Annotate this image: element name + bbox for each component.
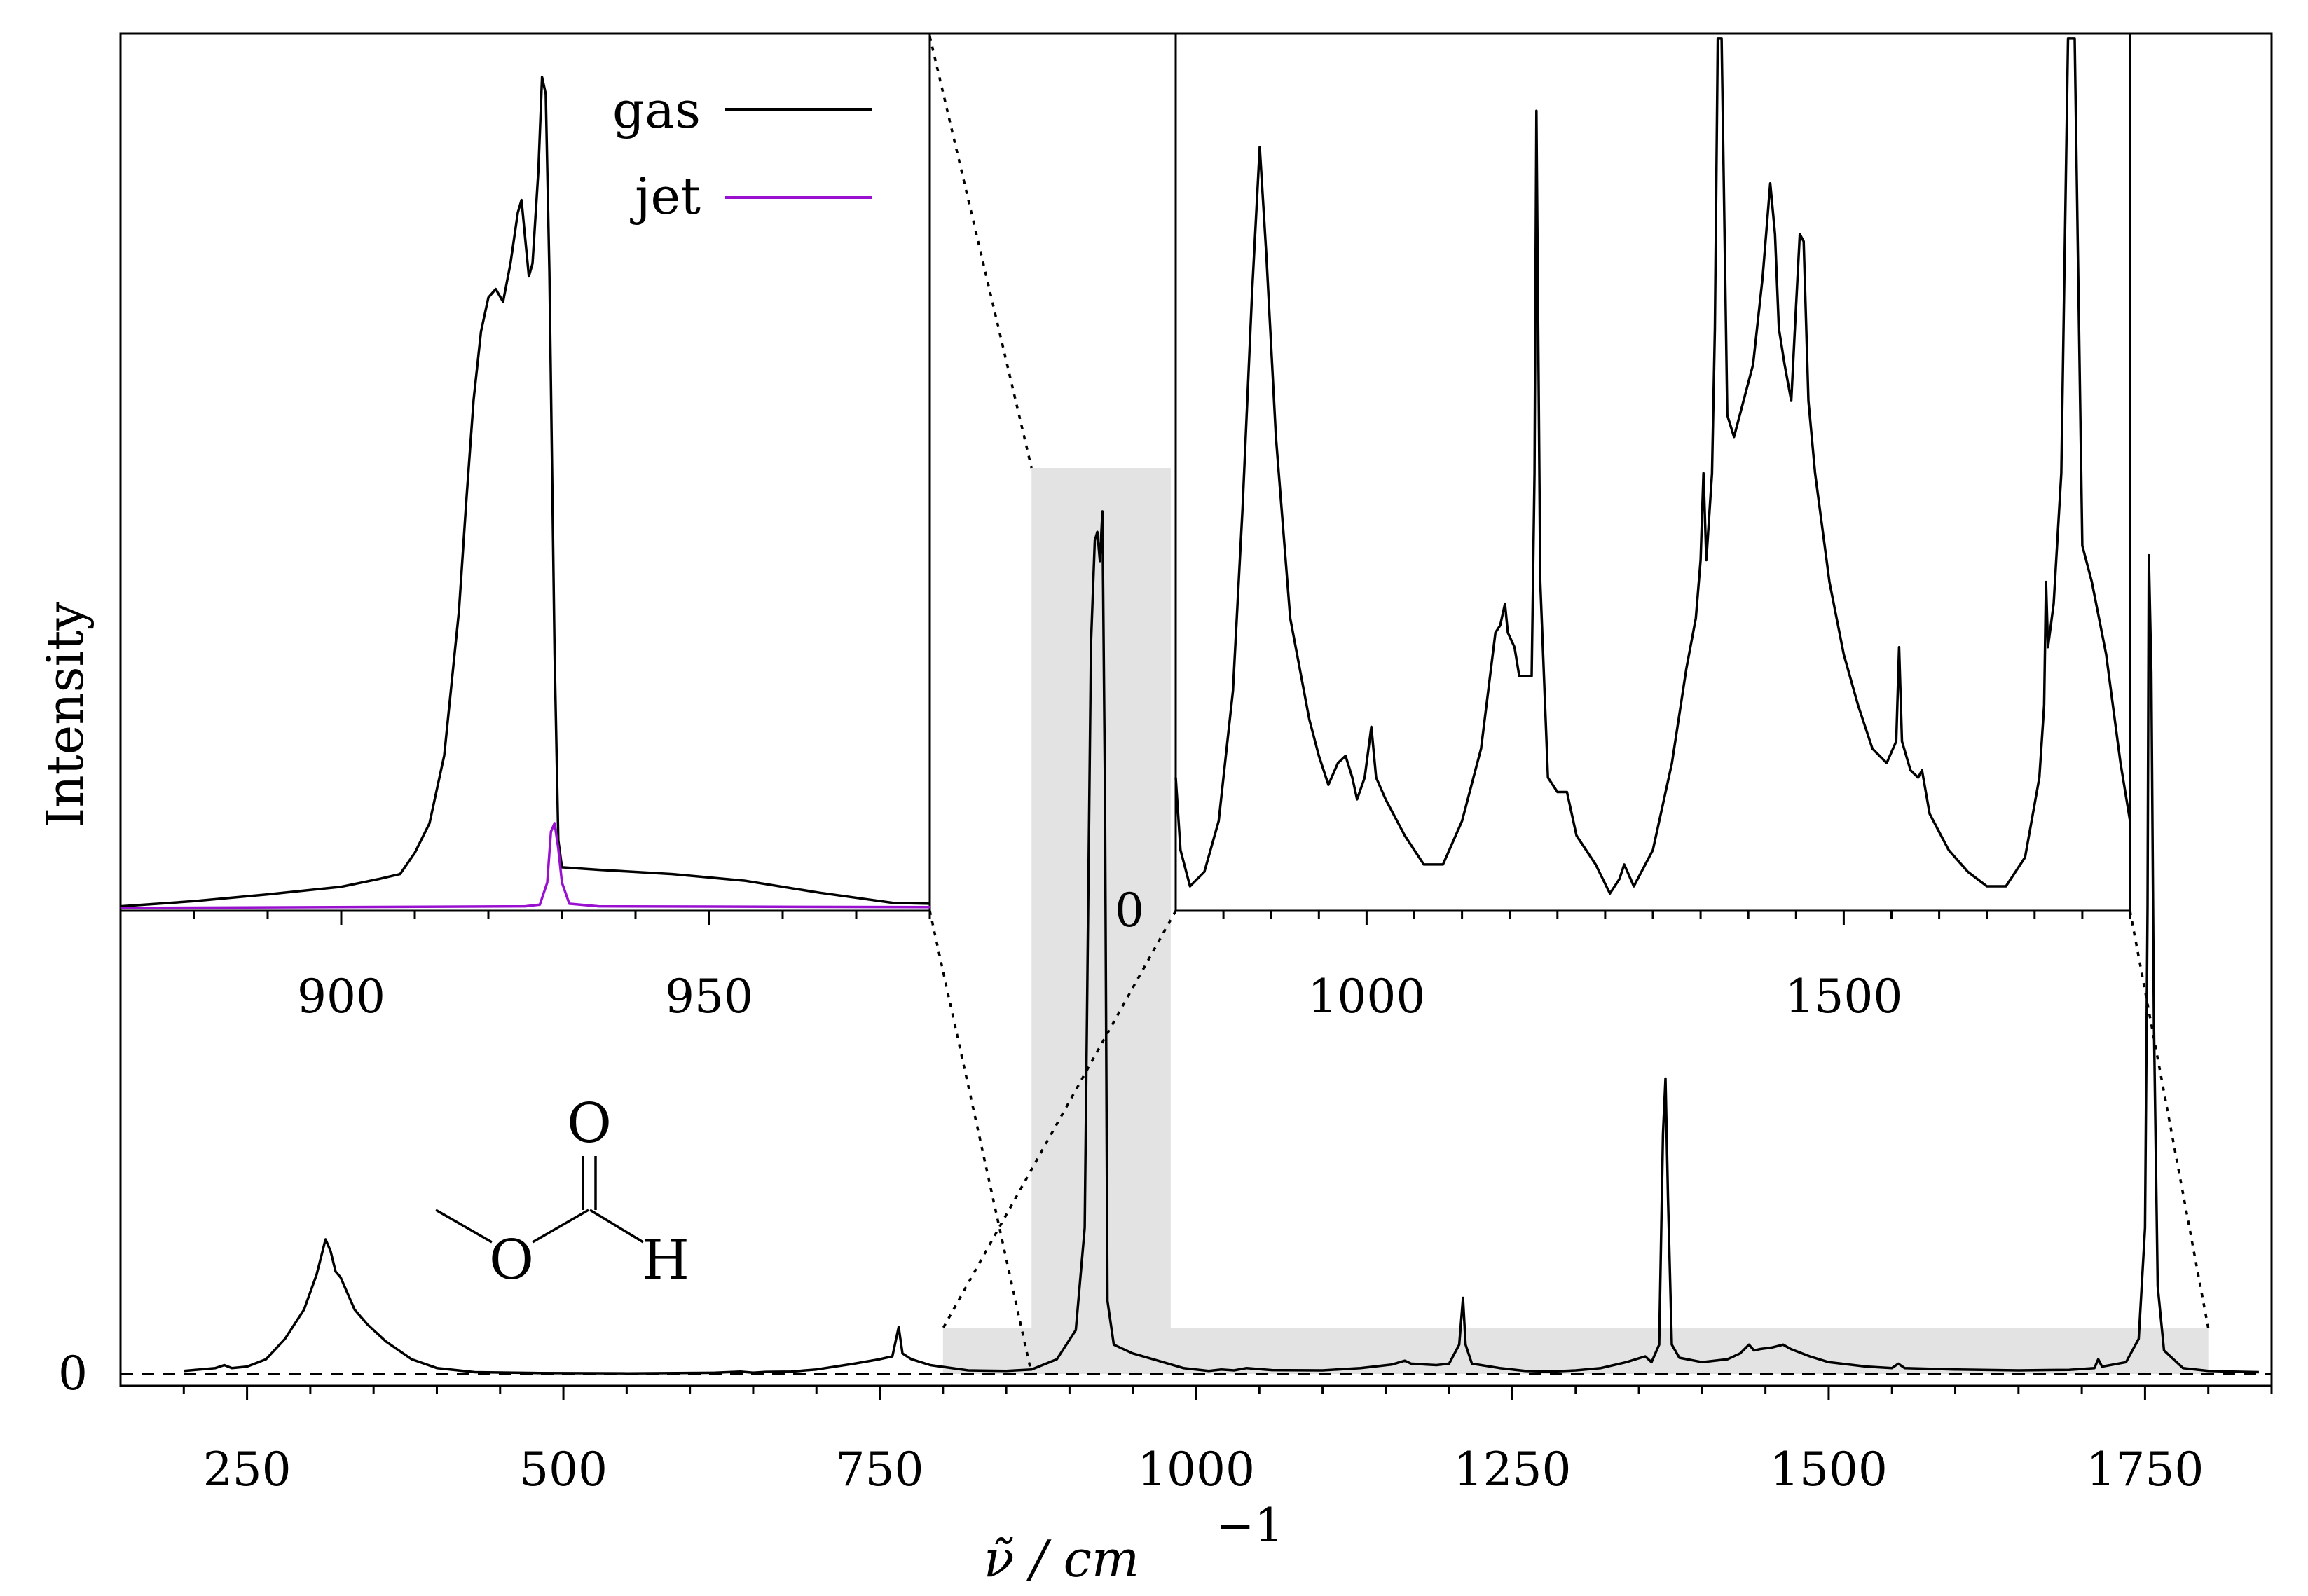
main-x-tick-label: 1000	[1137, 1443, 1255, 1497]
legend-label-gas: gas	[612, 81, 701, 139]
y-axis-title: Intensity	[36, 602, 95, 828]
inset-right-series-line-gas	[1174, 37, 2131, 895]
zoom-connector-right-right	[2129, 910, 2210, 1329]
inset-left-x-ticks: 900 950	[193, 911, 931, 1024]
main-x-tick-label: 750	[836, 1443, 924, 1497]
bond-c-h	[589, 1209, 644, 1244]
legend: gas jet	[612, 81, 872, 226]
main-x-tick-label: 1250	[1453, 1443, 1571, 1497]
inset-left-series-line-jet	[120, 822, 930, 909]
main-x-tick-label: 1750	[2086, 1443, 2204, 1497]
inset-right-x-tick-label: 1500	[1785, 970, 1902, 1024]
inset-right-x-tick-label: 1000	[1307, 970, 1425, 1024]
inset-right: 1000 1500 0	[1115, 32, 2131, 1024]
inset-right-frame	[1174, 32, 2131, 912]
bond-o-c	[532, 1209, 589, 1244]
main-series-line-gas	[184, 510, 2259, 1375]
inset-right-x-ticks: 1000 1500	[1222, 911, 2131, 1024]
atom-ester-o: O	[489, 1229, 534, 1292]
methyl-formate-structure: O O H	[435, 1092, 689, 1292]
atom-carbonyl-o: O	[567, 1092, 612, 1155]
inset-right-zero-label: 0	[1115, 883, 1144, 937]
inset-left-x-tick-label: 900	[297, 970, 385, 1024]
highlight-region-tall	[1031, 468, 1171, 1374]
highlight-regions	[942, 468, 2209, 1374]
inset-left-x-tick-label: 950	[665, 970, 753, 1024]
zoom-connector-left-bottom	[928, 910, 1033, 1375]
inset-left-frame	[119, 32, 931, 912]
zoom-connector-left-top	[928, 36, 1033, 469]
x-axis-title-exponent: −1	[1216, 1499, 1284, 1553]
main-x-tick-label: 1500	[1770, 1443, 1888, 1497]
main-y-tick-label-0: 0	[58, 1347, 88, 1401]
zoom-connectors	[928, 36, 2210, 1375]
x-axis-title: ν̃ / cm	[984, 1529, 1139, 1588]
inset-left: 900 950 gas jet	[119, 32, 931, 1024]
main-x-tick-label: 500	[519, 1443, 607, 1497]
inset-left-series-line-gas	[120, 76, 930, 908]
legend-label-jet: jet	[630, 167, 701, 226]
main-x-ticks: 250 500 750 1000 1250 1500 1750	[182, 1386, 2273, 1497]
atom-h: H	[642, 1229, 689, 1292]
main-x-tick-label: 250	[203, 1443, 291, 1497]
bond-methyl-o	[435, 1209, 493, 1244]
